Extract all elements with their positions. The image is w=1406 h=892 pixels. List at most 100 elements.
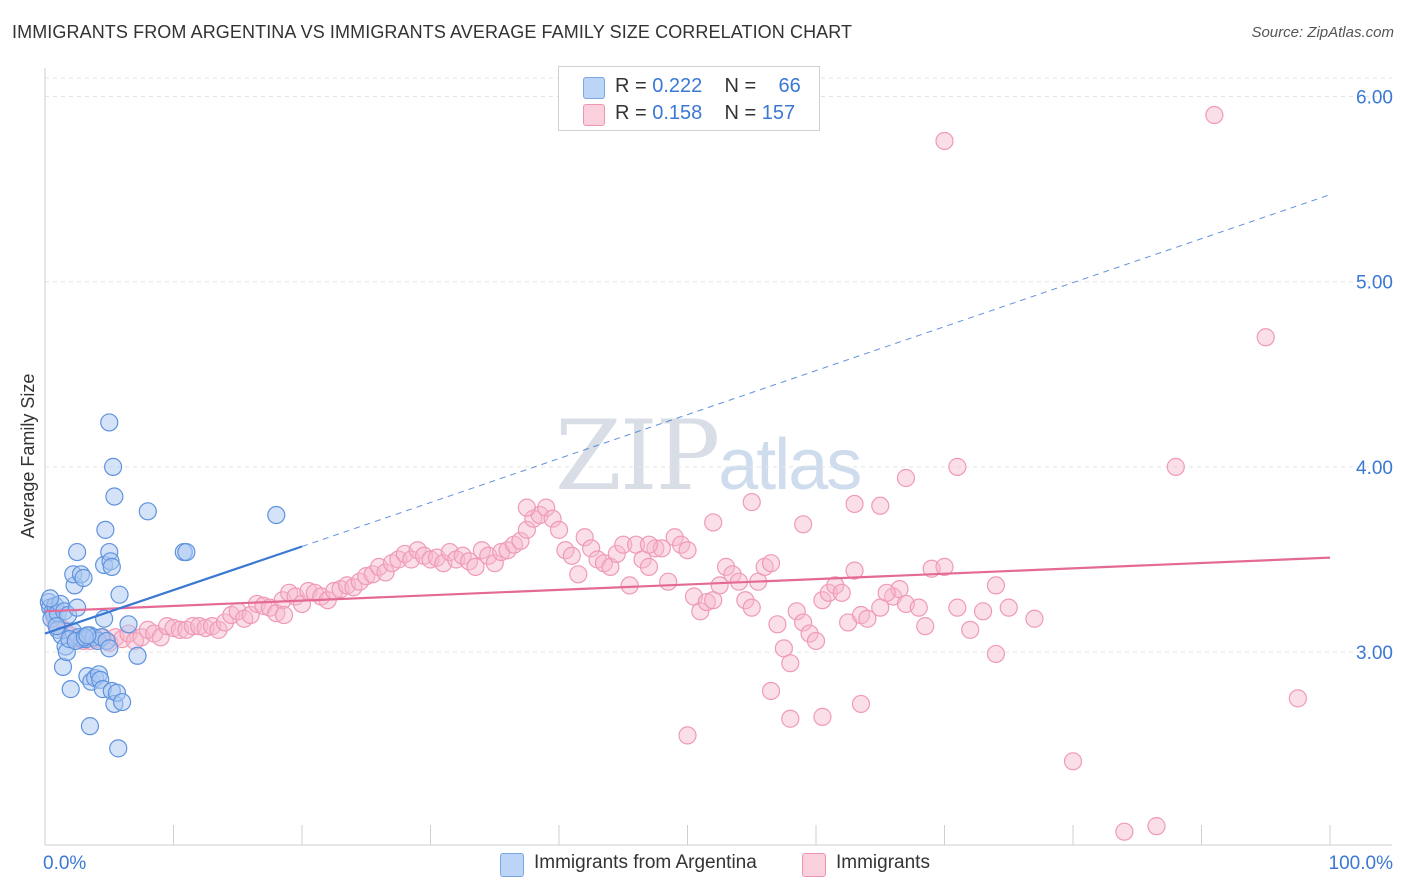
data-point-immigrants — [582, 539, 601, 558]
data-point-immigrants — [845, 561, 864, 580]
data-point-immigrants — [639, 535, 659, 554]
data-point-argentina — [112, 692, 132, 712]
data-point-immigrants — [948, 598, 967, 617]
data-point-immigrants — [215, 613, 234, 632]
axes — [44, 68, 1392, 846]
data-point-immigrants — [639, 557, 659, 576]
data-point-argentina — [105, 487, 124, 506]
data-point-immigrants — [736, 591, 755, 610]
data-point-argentina — [78, 626, 97, 645]
data-point-argentina — [109, 739, 128, 758]
data-point-immigrants — [845, 494, 864, 514]
data-point-immigrants — [357, 567, 376, 586]
bottom-legend-label: Immigrants from Argentina — [534, 852, 757, 873]
data-point-immigrants — [948, 457, 967, 476]
data-point-immigrants — [537, 498, 556, 517]
data-point-immigrants — [716, 557, 736, 576]
data-point-argentina — [119, 615, 138, 634]
data-point-immigrants — [986, 576, 1006, 595]
chart-title: IMMIGRANTS FROM ARGENTINA VS IMMIGRANTS … — [12, 22, 853, 42]
watermark: ZIPatlas — [555, 400, 862, 512]
watermark-zip: ZIP — [555, 400, 720, 512]
data-point-immigrants — [916, 617, 935, 636]
data-point-immigrants — [517, 498, 536, 517]
data-point-immigrants — [961, 620, 980, 639]
data-point-immigrants — [813, 591, 832, 610]
data-point-immigrants — [549, 520, 569, 539]
data-point-immigrants — [678, 726, 697, 745]
legend-n-value: 66 — [778, 75, 801, 97]
series-immigrants-from-argentina — [39, 413, 286, 758]
data-point-immigrants — [241, 605, 260, 625]
data-point-immigrants — [575, 528, 594, 547]
data-point-immigrants — [935, 131, 954, 151]
bottom-legend-label: Immigrants — [836, 852, 930, 873]
data-point-immigrants — [678, 541, 697, 560]
data-point-argentina — [74, 568, 93, 588]
data-point-immigrants — [659, 572, 678, 591]
data-point-immigrants — [485, 554, 504, 573]
data-point-immigrants — [376, 563, 395, 582]
data-point-argentina — [104, 457, 123, 476]
y-axis-label: Average Family Size — [18, 374, 38, 539]
data-point-immigrants — [466, 557, 485, 576]
data-point-immigrants — [896, 468, 916, 488]
data-point-immigrants — [787, 602, 806, 621]
data-point-immigrants — [858, 609, 877, 628]
data-point-immigrants — [742, 598, 761, 617]
data-point-immigrants — [986, 644, 1006, 664]
data-point-immigrants — [794, 613, 813, 632]
data-point-immigrants — [190, 617, 209, 636]
trend-line-argentina — [44, 545, 303, 635]
data-point-immigrants — [851, 694, 871, 714]
data-point-immigrants — [826, 576, 845, 595]
data-point-immigrants — [794, 515, 813, 534]
data-point-immigrants — [813, 707, 832, 726]
legend-r-value: 0.222 — [652, 75, 703, 97]
data-point-immigrants — [517, 520, 536, 539]
data-point-argentina — [128, 646, 147, 665]
watermark-atlas: atlas — [718, 425, 862, 505]
data-point-immigrants — [1147, 817, 1166, 836]
bottom-legend-swatch-pink — [802, 853, 826, 877]
data-point-immigrants — [1063, 752, 1083, 771]
legend-r-label: R = — [615, 102, 653, 124]
data-point-argentina — [80, 717, 100, 736]
data-point-immigrants — [781, 654, 800, 673]
y-tick-label: 5.00 — [1356, 273, 1393, 294]
data-point-argentina — [138, 502, 157, 521]
data-point-argentina — [267, 505, 286, 525]
legend-r-value: 0.158 — [652, 102, 703, 124]
data-point-argentina — [100, 413, 119, 432]
y-tick-label: 4.00 — [1356, 458, 1393, 479]
data-point-immigrants — [871, 496, 890, 515]
legend-swatch-blue — [583, 77, 605, 99]
trend-lines — [44, 194, 1331, 635]
data-point-immigrants — [1166, 457, 1185, 476]
legend-n-value: 157 — [761, 102, 796, 124]
data-point-argentina — [102, 557, 121, 576]
data-point-immigrants — [543, 509, 562, 528]
data-point-immigrants — [665, 528, 684, 547]
y-tick-label: 3.00 — [1356, 643, 1393, 664]
data-point-immigrants — [209, 620, 228, 639]
correlation-legend: R = 0.222 N = 66 R = 0.158 N = 157 — [558, 66, 820, 131]
legend-swatch-pink — [583, 104, 605, 126]
source-label: Source: ZipAtlas.com — [1251, 24, 1394, 41]
data-point-argentina — [68, 598, 87, 617]
data-point-immigrants — [973, 602, 993, 621]
data-point-immigrants — [704, 513, 723, 532]
y-tick-label: 6.00 — [1356, 88, 1393, 109]
data-point-argentina — [177, 542, 196, 562]
data-point-argentina — [100, 639, 119, 658]
data-point-argentina — [61, 680, 80, 699]
data-point-immigrants — [800, 624, 819, 643]
data-point-immigrants — [761, 681, 781, 701]
data-point-immigrants — [691, 602, 710, 621]
data-point-immigrants — [1256, 328, 1275, 347]
data-point-immigrants — [274, 605, 294, 625]
data-point-immigrants — [909, 598, 928, 617]
data-point-immigrants — [819, 583, 838, 602]
bottom-legend-swatch-blue — [500, 853, 524, 877]
